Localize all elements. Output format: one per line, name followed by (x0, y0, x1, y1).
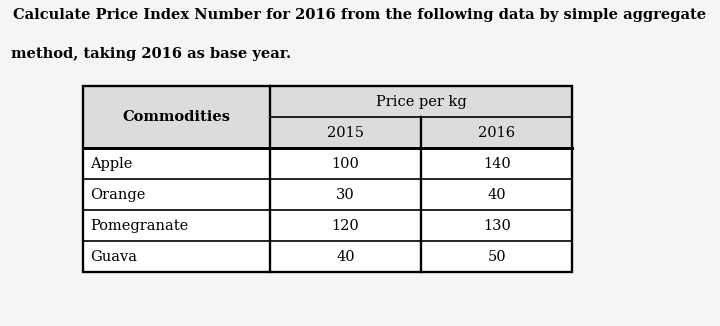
Text: 50: 50 (487, 250, 506, 264)
Text: Commodities: Commodities (122, 111, 230, 124)
Text: 130: 130 (483, 219, 510, 233)
Text: Price per kg: Price per kg (376, 95, 467, 109)
Text: Pomegranate: Pomegranate (90, 219, 188, 233)
Text: Guava: Guava (90, 250, 137, 264)
Text: 100: 100 (332, 157, 359, 171)
Text: Apple: Apple (90, 157, 132, 171)
Text: Calculate Price Index Number for 2016 from the following data by simple aggregat: Calculate Price Index Number for 2016 fr… (14, 8, 706, 22)
Text: 140: 140 (483, 157, 510, 171)
Text: 40: 40 (487, 188, 506, 202)
Text: 2016: 2016 (478, 126, 516, 140)
Text: Orange: Orange (90, 188, 145, 202)
Text: 40: 40 (336, 250, 355, 264)
Text: 120: 120 (332, 219, 359, 233)
Text: method, taking 2016 as base year.: method, taking 2016 as base year. (11, 47, 291, 61)
Text: 30: 30 (336, 188, 355, 202)
Text: 2015: 2015 (327, 126, 364, 140)
